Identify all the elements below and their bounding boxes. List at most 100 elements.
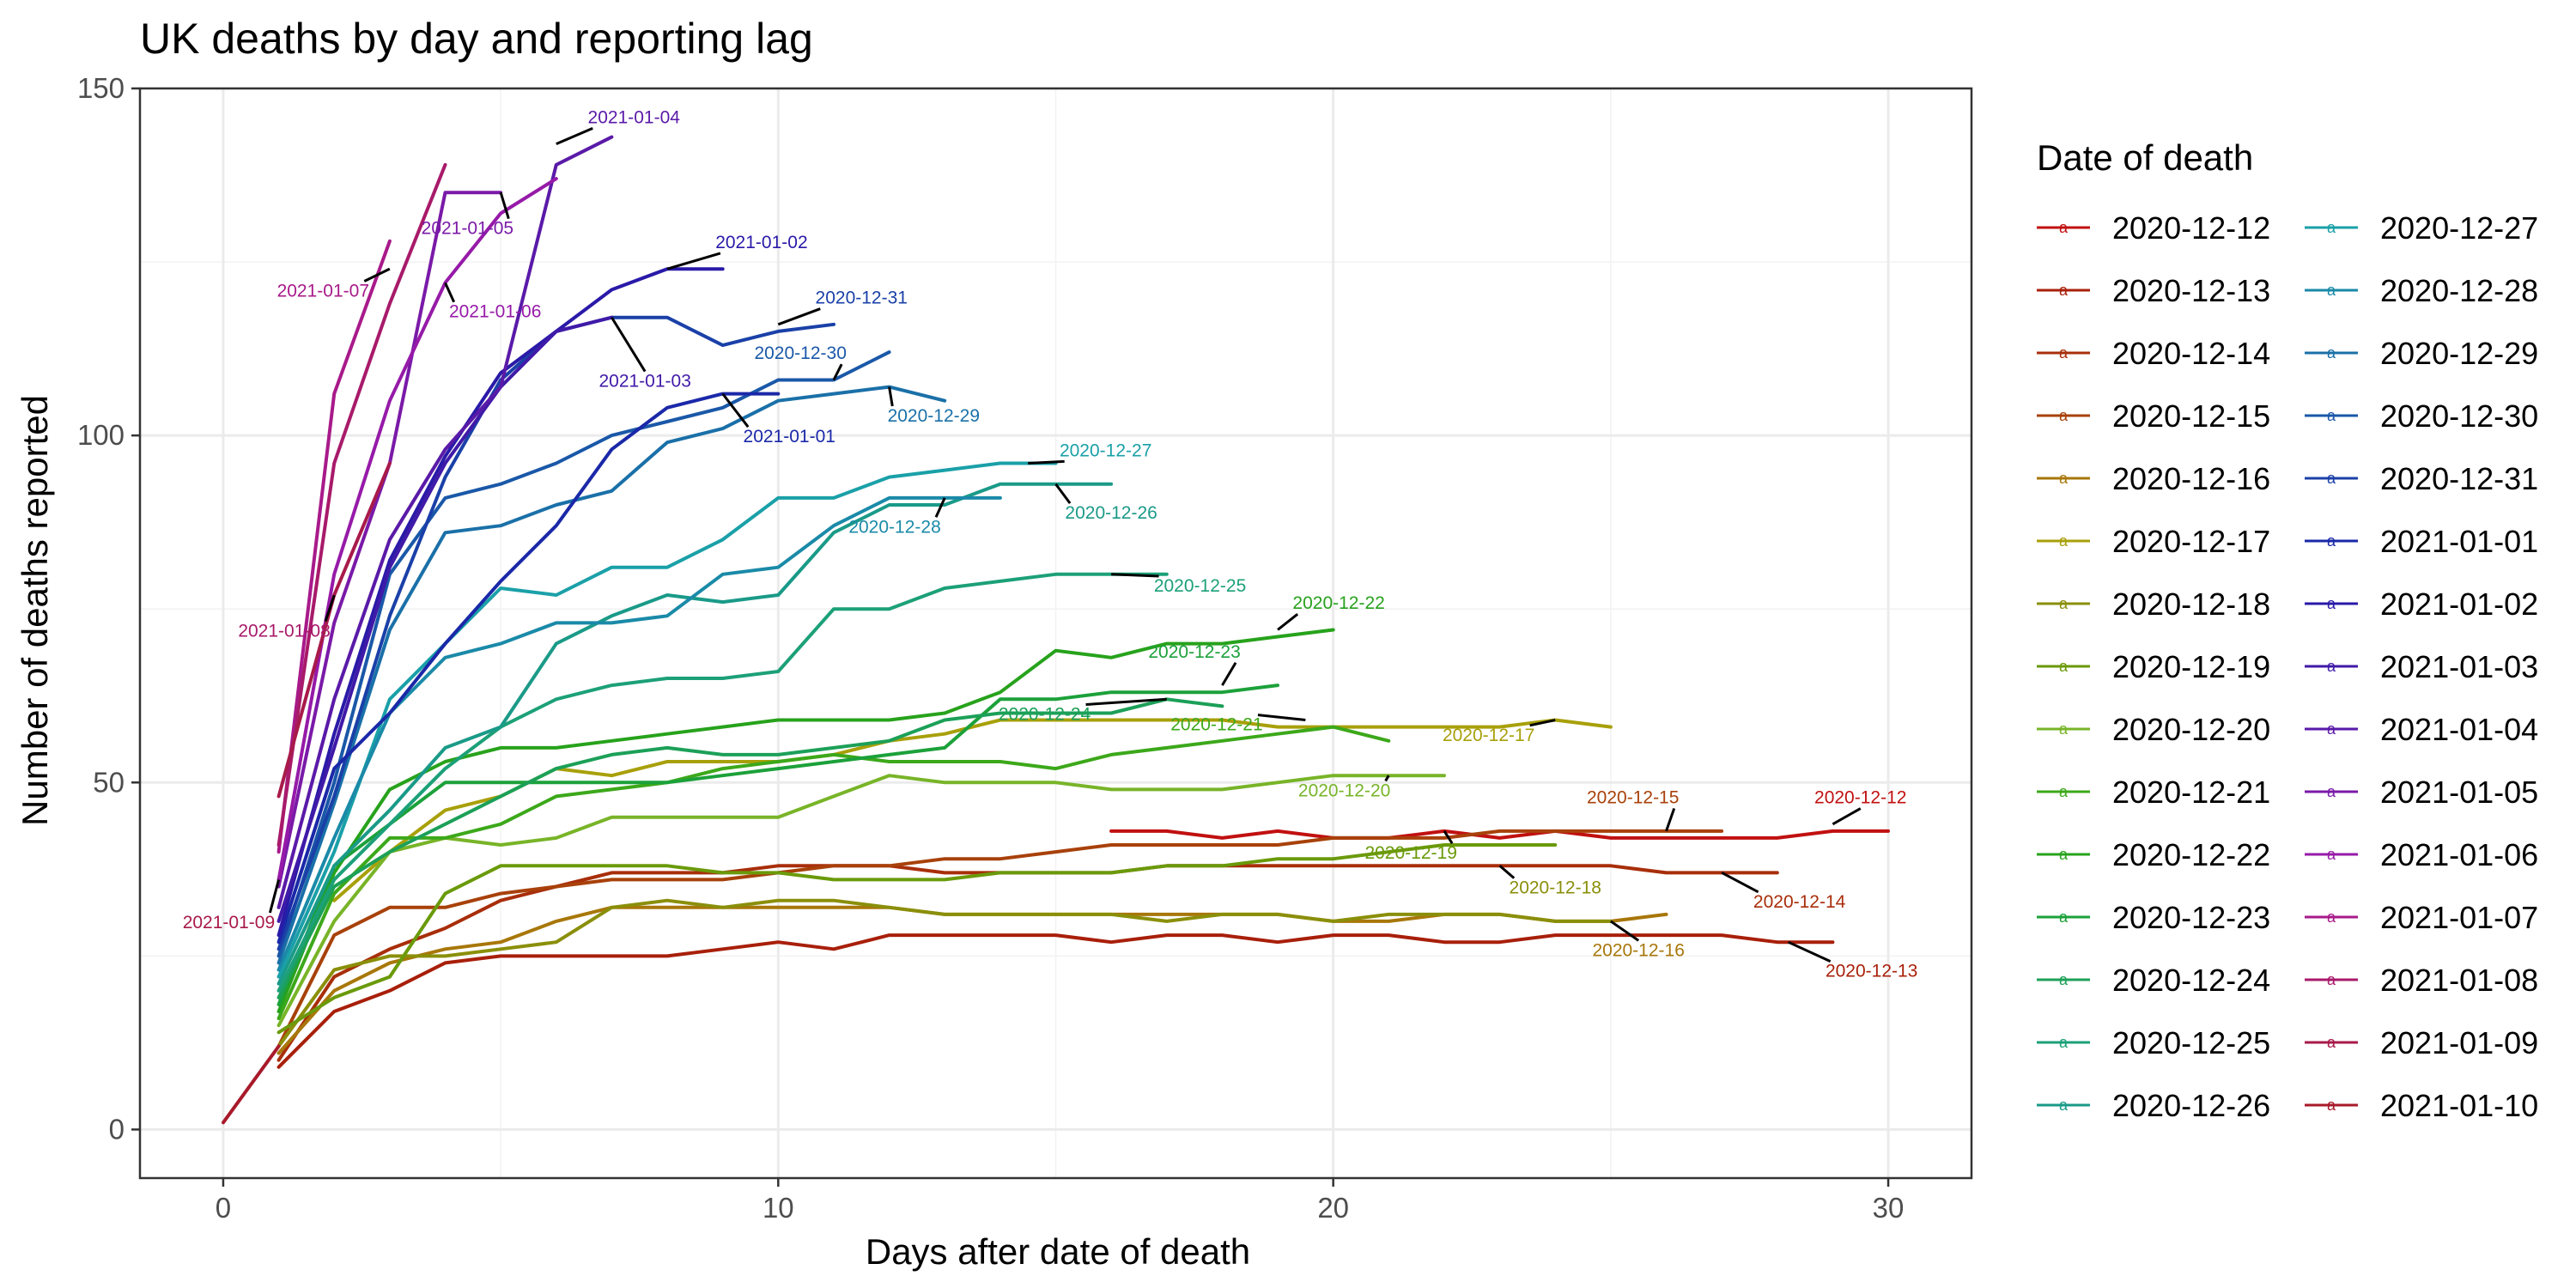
series-label-2020-12-12: 2020-12-12 xyxy=(1814,788,1906,808)
legend-key-letter: a xyxy=(2327,846,2336,863)
legend-key-letter: a xyxy=(2327,971,2336,988)
legend-key-letter: a xyxy=(2327,219,2336,236)
series-label-leader xyxy=(666,252,721,270)
legend-label: 2020-12-20 xyxy=(2112,712,2270,747)
legend-key-letter: a xyxy=(2327,282,2336,299)
series-label-leader xyxy=(832,363,843,381)
legend-label: 2020-12-24 xyxy=(2112,963,2270,998)
series-label-leader xyxy=(444,282,456,303)
series-label-2021-01-07: 2021-01-07 xyxy=(277,281,369,301)
x-tick-label: 30 xyxy=(1873,1192,1905,1224)
legend-key-letter: a xyxy=(2059,1034,2069,1051)
legend-title: Date of death xyxy=(2037,137,2253,178)
legend-key-letter: a xyxy=(2327,344,2336,361)
series-label-leader xyxy=(888,386,894,407)
series-label-2021-01-08: 2021-01-08 xyxy=(238,622,330,641)
legend-key-letter: a xyxy=(2059,407,2069,424)
legend-label: 2020-12-31 xyxy=(2380,461,2538,496)
legend-label: 2020-12-29 xyxy=(2380,336,2538,371)
legend-item-2020-12-15: a 2020-12-15 xyxy=(2037,398,2270,434)
series-label-leader xyxy=(1788,940,1832,963)
legend-label: 2021-01-04 xyxy=(2380,712,2538,747)
series-label-2021-01-05: 2021-01-05 xyxy=(422,219,513,239)
legend-label: 2020-12-26 xyxy=(2112,1088,2270,1123)
series-label-2020-12-16: 2020-12-16 xyxy=(1592,940,1684,960)
series-label-leader xyxy=(1277,613,1299,631)
series-line-2021-01-09 xyxy=(276,461,392,799)
legend-label: 2021-01-05 xyxy=(2380,775,2538,810)
series-label-2020-12-28: 2020-12-28 xyxy=(848,517,940,537)
series-lines xyxy=(222,135,1890,1125)
y-tick-label: 100 xyxy=(77,419,125,451)
series-label-2020-12-31: 2020-12-31 xyxy=(816,289,908,308)
legend-key-letter: a xyxy=(2059,532,2069,550)
legend-item-2020-12-22: a 2020-12-22 xyxy=(2037,837,2270,872)
legend-key-letter: a xyxy=(2327,658,2336,675)
series-label-leader xyxy=(1443,830,1454,845)
series-label-leader xyxy=(1721,872,1759,894)
legend-key-letter: a xyxy=(2059,344,2069,361)
legend-item-2020-12-19: a 2020-12-19 xyxy=(2037,649,2270,684)
series-line-2020-12-18 xyxy=(276,898,1613,1048)
legend-item-2021-01-04: a 2021-01-04 xyxy=(2305,712,2538,747)
legend-label: 2020-12-18 xyxy=(2112,586,2270,622)
series-line-2021-01-02 xyxy=(276,267,725,938)
legend-item-2020-12-29: a 2020-12-29 xyxy=(2305,336,2538,371)
series-label-2021-01-01: 2021-01-01 xyxy=(744,427,835,447)
series-label-leader xyxy=(1085,697,1167,707)
x-tick-label: 10 xyxy=(762,1192,794,1224)
legend-item-2020-12-20: a 2020-12-20 xyxy=(2037,712,2270,747)
series-label-leader xyxy=(1384,775,1390,782)
legend-key-letter: a xyxy=(2059,971,2069,988)
series-label-2020-12-29: 2020-12-29 xyxy=(888,406,980,426)
series-line-2021-01-08 xyxy=(276,162,447,847)
legend-key-letter: a xyxy=(2327,532,2336,550)
series-label-2020-12-30: 2020-12-30 xyxy=(754,343,846,363)
series-label-leader xyxy=(556,127,593,146)
series-label-leader xyxy=(1832,807,1862,826)
legend-label: 2021-01-06 xyxy=(2380,837,2538,872)
legend-item-2020-12-18: a 2020-12-18 xyxy=(2037,586,2270,622)
series-label-leader xyxy=(721,392,750,428)
series-line-2020-12-23 xyxy=(276,683,1279,1006)
series-label-2021-01-09: 2021-01-09 xyxy=(183,913,275,933)
series-line-2020-12-19 xyxy=(276,843,1558,1035)
series-label-leader xyxy=(268,879,281,914)
series-label-2020-12-23: 2020-12-23 xyxy=(1148,642,1240,662)
series-label-2021-01-02: 2021-01-02 xyxy=(715,233,807,252)
legend-item-2020-12-17: a 2020-12-17 xyxy=(2037,524,2270,559)
series-label-leader xyxy=(1498,865,1516,879)
series-label-2020-12-14: 2020-12-14 xyxy=(1753,892,1846,912)
legend-key-letter: a xyxy=(2059,846,2069,863)
legend-label: 2020-12-22 xyxy=(2112,837,2270,872)
plot-border xyxy=(138,87,1973,1180)
legend-key-letter: a xyxy=(2327,720,2336,738)
series-line-2020-12-15 xyxy=(276,829,1724,1048)
legend-label: 2020-12-12 xyxy=(2112,210,2270,246)
legend-key-letter: a xyxy=(2059,1097,2069,1114)
legend-key-letter: a xyxy=(2327,595,2336,612)
legend-item-2020-12-27: a 2020-12-27 xyxy=(2305,210,2538,246)
legend-key-letter: a xyxy=(2059,658,2069,675)
legend-label: 2021-01-02 xyxy=(2380,586,2538,622)
series-line-2020-12-25 xyxy=(276,572,1169,993)
series-label-leader xyxy=(611,316,647,373)
series-label-leader xyxy=(1257,714,1306,722)
legend-label: 2021-01-09 xyxy=(2380,1025,2538,1060)
series-label-leader xyxy=(1054,483,1072,505)
series-labels: 2020-12-12 2020-12-13 2020-12-14 2020-12-15… xyxy=(183,107,1918,981)
series-label-leader xyxy=(324,594,336,623)
legend-item-2020-12-23: a 2020-12-23 xyxy=(2037,900,2270,935)
series-label-2020-12-19: 2020-12-19 xyxy=(1364,843,1456,863)
series-label-2020-12-20: 2020-12-20 xyxy=(1298,781,1390,800)
series-line-2020-12-26 xyxy=(276,482,1114,986)
legend-key-letter: a xyxy=(2327,1034,2336,1051)
legend-item-2020-12-14: a 2020-12-14 xyxy=(2037,336,2270,371)
legend-item-2021-01-10: a 2021-01-10 xyxy=(2305,1088,2538,1123)
series-label-leader xyxy=(1529,719,1556,727)
legend-label: 2020-12-13 xyxy=(2112,273,2270,308)
chart-title: UK deaths by day and reporting lag xyxy=(140,15,813,63)
series-line-2020-12-29 xyxy=(276,385,947,965)
series-label-leader xyxy=(934,497,946,518)
